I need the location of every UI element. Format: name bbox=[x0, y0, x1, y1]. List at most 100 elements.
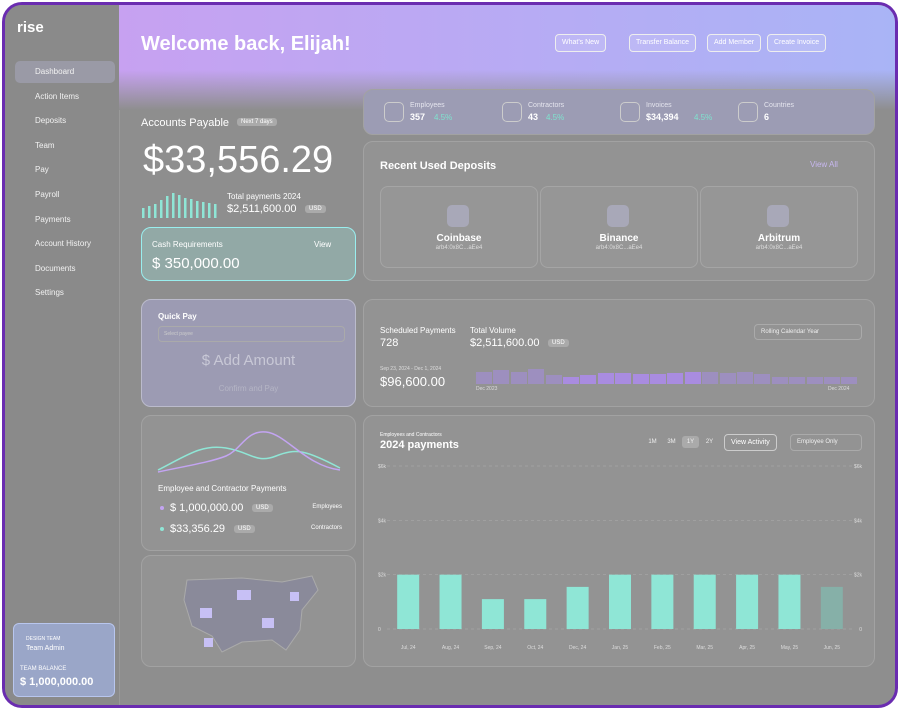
period-button[interactable]: 1M bbox=[648, 439, 657, 445]
stat-label: Contractors bbox=[528, 102, 565, 109]
x-tick-label: Sep, 24 bbox=[484, 645, 501, 651]
deposit-address: arb4:0x8C...aEe4 bbox=[595, 245, 643, 251]
team-label: DESIGN TEAM bbox=[26, 636, 61, 642]
row-currency: USD bbox=[252, 504, 273, 512]
emp-card: Employee and Contractor Payments $ 1,000… bbox=[141, 415, 356, 551]
x-tick-label: Oct, 24 bbox=[527, 645, 543, 651]
x-tick-label: Mar, 25 bbox=[696, 645, 713, 651]
view-all[interactable]: View All bbox=[810, 160, 838, 169]
strip-end: Dec 2024 bbox=[828, 386, 850, 392]
header-button[interactable]: Add Member bbox=[707, 34, 762, 52]
deposits-card: Recent Used Deposits View All Coinbase ar… bbox=[363, 141, 875, 281]
stat-value: $34,394 bbox=[646, 112, 679, 122]
bar bbox=[820, 586, 843, 629]
quick-pay: Quick Pay Select payee $ Add Amount Conf… bbox=[141, 299, 356, 407]
strip-bar bbox=[563, 377, 579, 384]
bar bbox=[439, 574, 462, 629]
bar bbox=[609, 574, 631, 629]
balance-label: TEAM BALANCE bbox=[20, 666, 67, 672]
nav-item[interactable]: Payments bbox=[35, 214, 71, 224]
nav-item[interactable]: Dashboard bbox=[15, 61, 115, 83]
qp-amount[interactable]: $ Add Amount bbox=[201, 352, 296, 369]
bar bbox=[566, 586, 589, 629]
stat-icon bbox=[620, 102, 640, 122]
chart-title: 2024 payments bbox=[380, 439, 459, 451]
deposit-card[interactable]: Arbitrum arb4:0x8C...aEe4 bbox=[700, 186, 858, 268]
team-card[interactable]: DESIGN TEAM Team Admin TEAM BALANCE $ 1,… bbox=[13, 623, 115, 697]
emp-line-chart bbox=[157, 431, 341, 473]
nav-item[interactable]: Account History bbox=[35, 239, 92, 249]
nav-item[interactable]: Payroll bbox=[35, 190, 60, 199]
deposit-card[interactable]: Coinbase arb4:0x8C...aEe4 bbox=[380, 186, 538, 268]
cash-label: Cash Requirements bbox=[152, 240, 223, 249]
strip-bar bbox=[615, 373, 632, 384]
row-amount: $ 1,000,000.00 bbox=[170, 502, 244, 514]
nav-item[interactable]: Action Items bbox=[35, 91, 80, 101]
y-tick-label: $6k bbox=[378, 464, 387, 470]
strip-bar bbox=[528, 369, 545, 384]
sidebar: rise Dashboard Action Items Deposits Team Pa… bbox=[5, 5, 120, 705]
cash-view[interactable]: View bbox=[314, 240, 332, 249]
stat-icon bbox=[384, 102, 404, 122]
nav-item[interactable]: Deposits bbox=[35, 116, 67, 126]
bar bbox=[524, 599, 547, 629]
row-currency: USD bbox=[234, 525, 255, 533]
volume-currency: USD bbox=[548, 339, 569, 347]
bar bbox=[651, 574, 674, 629]
date-range: Sep 23, 2024 - Dec 1, 2024 bbox=[380, 366, 442, 372]
stat-change: 4.5% bbox=[694, 113, 713, 122]
row-label: Contractors bbox=[310, 525, 342, 531]
strip-start: Dec 2023 bbox=[476, 386, 498, 392]
cash-card: Cash Requirements View $ 350,000.00 bbox=[141, 227, 356, 281]
payee-select[interactable]: Select payee bbox=[158, 326, 345, 342]
deposit-card[interactable]: Binance arb4:0x8C...aEe4 bbox=[540, 186, 698, 268]
header-button[interactable]: Create Invoice bbox=[767, 34, 827, 52]
x-tick-label: Jan, 25 bbox=[612, 645, 629, 651]
sched-count: 728 bbox=[380, 337, 399, 349]
stats-bar: Employees 357 4.5% Contractors 43 4.5% Invoice… bbox=[363, 89, 875, 135]
deposits-title: Recent Used Deposits bbox=[380, 160, 497, 172]
row-dot bbox=[160, 506, 164, 510]
bar bbox=[397, 574, 420, 629]
period-button[interactable]: 2Y bbox=[705, 439, 714, 445]
balance: $ 1,000,000.00 bbox=[20, 676, 94, 688]
ap-mini-bars bbox=[142, 193, 217, 218]
header-button[interactable]: What's New bbox=[555, 34, 607, 52]
header-button[interactable]: Transfer Balance bbox=[629, 34, 697, 52]
stat-change: 4.5% bbox=[434, 113, 453, 122]
stat-value: 43 bbox=[528, 112, 539, 122]
nav-item[interactable]: Pay bbox=[35, 165, 49, 175]
view-activity[interactable]: View Activity bbox=[724, 434, 777, 451]
stat-icon bbox=[738, 102, 758, 122]
nav-item[interactable]: Team bbox=[35, 140, 55, 150]
ap-amount: $33,556.29 bbox=[143, 139, 334, 181]
period-button[interactable]: 3M bbox=[667, 439, 676, 445]
strip-bar bbox=[684, 372, 701, 384]
deposit-name: Arbitrum bbox=[757, 233, 801, 244]
strip-bar bbox=[545, 375, 562, 384]
qp-button[interactable]: Confirm and Pay bbox=[218, 384, 279, 393]
period-button[interactable]: 1Y bbox=[682, 436, 699, 448]
qp-title: Quick Pay bbox=[158, 312, 197, 321]
payments-card: Employees and Contractors 2024 payments … bbox=[363, 415, 875, 667]
nav-item[interactable]: Documents bbox=[35, 263, 76, 273]
map-card bbox=[141, 555, 356, 667]
us-map bbox=[183, 575, 319, 653]
row-amount: $33,356.29 bbox=[170, 523, 226, 535]
cash-amount: $ 350,000.00 bbox=[152, 255, 240, 272]
strip-bar bbox=[841, 377, 858, 384]
bar bbox=[481, 599, 504, 629]
y-tick-label: 0 bbox=[859, 627, 862, 633]
stat-icon bbox=[502, 102, 522, 122]
ap-badge: Next 7 days bbox=[237, 118, 277, 126]
brand: rise bbox=[17, 19, 44, 36]
range-select[interactable]: Rolling Calendar Year bbox=[754, 324, 862, 340]
nav-item[interactable]: Settings bbox=[35, 288, 64, 298]
volume-strip bbox=[476, 368, 858, 384]
y-tick-label: $4k bbox=[854, 518, 863, 524]
x-tick-label: May, 25 bbox=[781, 645, 799, 651]
bar bbox=[693, 574, 716, 629]
strip-bar bbox=[493, 370, 510, 384]
y-tick-label: $2k bbox=[378, 573, 387, 579]
filter-select[interactable]: Employee Only bbox=[790, 434, 862, 451]
